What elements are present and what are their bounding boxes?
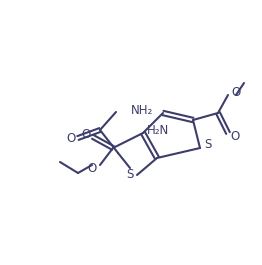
Text: O: O [66,131,76,144]
Text: O: O [81,129,91,142]
Text: O: O [230,130,240,143]
Text: H₂N: H₂N [147,123,169,136]
Text: S: S [126,169,134,182]
Text: O: O [231,86,241,99]
Text: NH₂: NH₂ [131,104,153,117]
Text: S: S [204,139,212,152]
Text: O: O [87,161,97,174]
